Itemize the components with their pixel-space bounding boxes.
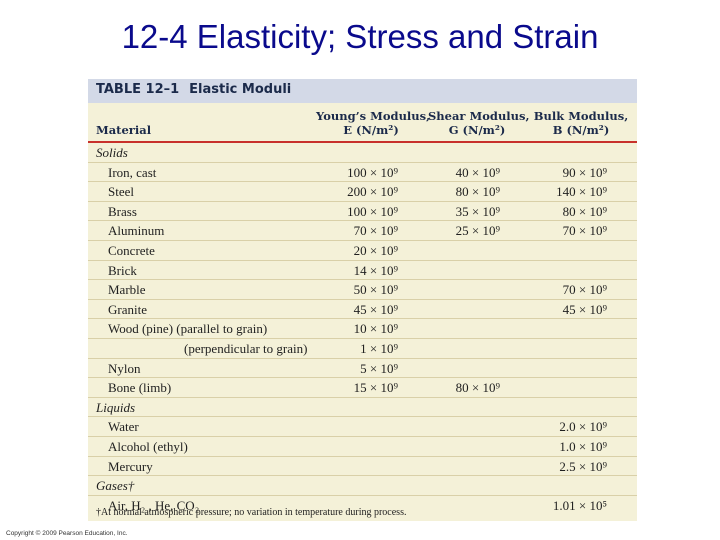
header-material: Material <box>96 123 152 137</box>
table-body: Solids Iron, cast 100 × 10⁹ 40 × 10⁹ 90 × 10… <box>88 143 637 514</box>
table-row: Steel 200 × 10⁹ 80 × 10⁹ 140 × 10⁹ <box>88 181 637 201</box>
youngs-modulus-value: 5 × 10⁹ <box>360 360 398 376</box>
youngs-modulus-value: 45 × 10⁹ <box>353 301 398 317</box>
table-row: Brick 14 × 10⁹ <box>88 259 637 280</box>
column-headers: Material Young’s Modulus, E (N/m²) Shear… <box>88 103 637 141</box>
section-label: Liquids <box>96 399 136 415</box>
table-row: Alcohol (ethyl) 1.0 × 10⁹ <box>88 435 637 456</box>
youngs-modulus-value: 50 × 10⁹ <box>353 282 398 298</box>
bulk-modulus-value: 70 × 10⁹ <box>562 282 607 298</box>
shear-modulus-value: 80 × 10⁹ <box>455 380 500 396</box>
header-youngs-line2: E (N/m²) <box>343 123 399 137</box>
table-row: Concrete 20 × 10⁹ <box>88 239 637 260</box>
youngs-modulus-value: 15 × 10⁹ <box>353 380 398 396</box>
material-name: Air, H₂ , He, CO₂ <box>108 497 200 513</box>
youngs-modulus-value: 100 × 10⁹ <box>347 203 398 219</box>
youngs-modulus-value: 200 × 10⁹ <box>347 184 398 200</box>
table-row: Water 2.0 × 10⁹ <box>88 416 637 436</box>
youngs-modulus-value: 14 × 10⁹ <box>353 262 398 278</box>
header-shear-modulus: Shear Modulus, G (N/m²) <box>428 109 530 137</box>
table-footnote: †At normal atmospheric pressure; no vari… <box>96 507 407 518</box>
material-name: Aluminum <box>108 223 165 239</box>
section-row: Solids <box>88 143 637 162</box>
material-name: Brass <box>108 203 137 219</box>
material-name: (perpendicular to grain) <box>184 340 308 356</box>
table-row: Nylon 5 × 10⁹ <box>88 357 637 378</box>
table-caption: TABLE 12–1 Elastic Moduli <box>96 82 291 97</box>
copyright-notice: Copyright © 2009 Pearson Education, Inc. <box>6 530 128 537</box>
youngs-modulus-value: 100 × 10⁹ <box>347 164 398 180</box>
bulk-modulus-value: 90 × 10⁹ <box>562 164 607 180</box>
table-row: Marble 50 × 10⁹ 70 × 10⁹ <box>88 279 637 299</box>
table-label: TABLE 12–1 <box>96 82 180 97</box>
shear-modulus-value: 35 × 10⁹ <box>455 203 500 219</box>
bulk-modulus-value: 2.0 × 10⁹ <box>559 419 607 435</box>
shear-modulus-value: 40 × 10⁹ <box>455 164 500 180</box>
elastic-moduli-table: TABLE 12–1 Elastic Moduli Material Young’… <box>88 79 637 521</box>
section-row: Gases† <box>88 475 637 495</box>
material-name: Steel <box>108 184 134 200</box>
material-name: Water <box>108 419 139 435</box>
material-name: Nylon <box>108 360 141 376</box>
material-name: Mercury <box>108 458 153 474</box>
table-row: Air, H₂ , He, CO₂ 1.01 × 10⁵ <box>88 494 637 515</box>
material-name: Iron, cast <box>108 164 157 180</box>
bulk-modulus-value: 1.01 × 10⁵ <box>552 497 607 513</box>
header-bulk-line2: B (N/m²) <box>552 123 610 137</box>
bulk-modulus-value: 45 × 10⁹ <box>562 301 607 317</box>
material-name: Marble <box>108 282 146 298</box>
header-youngs-line1: Young’s Modulus, <box>316 109 431 123</box>
shear-modulus-value: 80 × 10⁹ <box>455 184 500 200</box>
header-bulk-line1: Bulk Modulus, <box>533 109 629 123</box>
slide-title: 12-4 Elasticity; Stress and Strain <box>121 18 599 55</box>
bulk-modulus-value: 2.5 × 10⁹ <box>559 458 607 474</box>
material-name: Wood (pine) (parallel to grain) <box>108 321 268 337</box>
material-name: Bone (limb) <box>108 380 172 396</box>
section-label: Gases† <box>96 478 135 494</box>
table-row: Iron, cast 100 × 10⁹ 40 × 10⁹ 90 × 10⁹ <box>88 161 637 182</box>
table-row: Aluminum 70 × 10⁹ 25 × 10⁹ 70 × 10⁹ <box>88 220 637 240</box>
table-row: Bone (limb) 15 × 10⁹ 80 × 10⁹ <box>88 377 637 397</box>
header-youngs-modulus: Young’s Modulus, E (N/m²) <box>316 109 431 137</box>
bulk-modulus-value: 80 × 10⁹ <box>562 203 607 219</box>
bulk-modulus-value: 70 × 10⁹ <box>562 223 607 239</box>
material-name: Concrete <box>108 242 155 258</box>
bulk-modulus-value: 1.0 × 10⁹ <box>559 438 607 454</box>
table-title: Elastic Moduli <box>189 82 292 97</box>
table-caption-bar: TABLE 12–1 Elastic Moduli <box>88 79 637 103</box>
table-row: Mercury 2.5 × 10⁹ <box>88 455 637 476</box>
youngs-modulus-value: 10 × 10⁹ <box>353 321 398 337</box>
table-row: (perpendicular to grain) 1 × 10⁹ <box>88 337 637 358</box>
material-name: Alcohol (ethyl) <box>108 438 188 454</box>
material-name: Granite <box>108 301 147 317</box>
bulk-modulus-value: 140 × 10⁹ <box>556 184 607 200</box>
header-divider <box>88 141 637 143</box>
section-label: Solids <box>96 145 128 160</box>
header-shear-line2: G (N/m²) <box>448 123 506 137</box>
header-bulk-modulus: Bulk Modulus, B (N/m²) <box>532 109 630 137</box>
shear-modulus-value: 25 × 10⁹ <box>455 223 500 239</box>
table-row: Granite 45 × 10⁹ 45 × 10⁹ <box>88 298 637 319</box>
youngs-modulus-value: 1 × 10⁹ <box>360 340 398 356</box>
table-row: Brass 100 × 10⁹ 35 × 10⁹ 80 × 10⁹ <box>88 200 637 221</box>
header-shear-line1: Shear Modulus, <box>428 109 530 123</box>
section-row: Liquids <box>88 396 637 417</box>
youngs-modulus-value: 20 × 10⁹ <box>353 242 398 258</box>
material-name: Brick <box>108 262 137 278</box>
table-row: Wood (pine) (parallel to grain) 10 × 10⁹ <box>88 318 637 338</box>
youngs-modulus-value: 70 × 10⁹ <box>353 223 398 239</box>
